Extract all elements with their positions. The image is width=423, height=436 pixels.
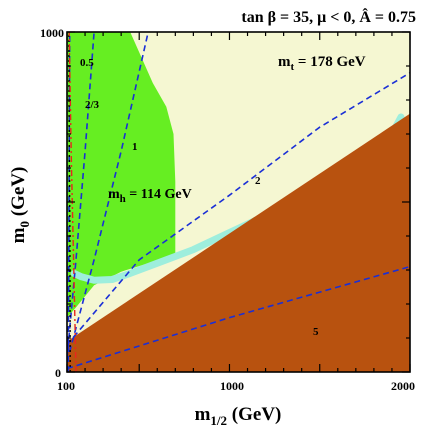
plot-area: [67, 32, 410, 372]
mt-value: = 178 GeV: [294, 54, 366, 70]
axis-ticks: [66, 31, 411, 373]
y-axis-symbol: m: [8, 227, 29, 243]
contour-label-5: 5: [313, 326, 319, 338]
mh-subscript: h: [120, 193, 126, 205]
y-axis-unit: (GeV): [8, 167, 29, 221]
mh-symbol: m: [108, 187, 120, 202]
mt-annotation: mt = 178 GeV: [278, 54, 366, 73]
contour-label-2-3: 2/3: [85, 99, 100, 111]
y-axis-subscript: 0: [17, 221, 32, 228]
dashed-contour-3: [67, 72, 410, 346]
contour-label-2: 2: [255, 175, 261, 187]
contour-label-0-5: 0.5: [80, 57, 94, 69]
x-axis-unit: (GeV): [227, 404, 281, 425]
mh-annotation: mh = 114 GeV: [108, 187, 192, 205]
mh-value: = 114 GeV: [126, 187, 192, 202]
x-tick-2000: 2000: [391, 379, 415, 393]
dashed-contour-1: [67, 32, 95, 359]
x-tick-100: 100: [57, 379, 75, 393]
y-axis-title: m0 (GeV): [8, 167, 32, 244]
y-tick-0: 0: [55, 366, 61, 380]
x-axis-title: m1/2 (GeV): [195, 404, 282, 428]
red-dotdash-contour: [68, 32, 77, 372]
y-tick-1000: 1000: [40, 26, 64, 40]
dashed-contour-4: [67, 265, 410, 370]
brown-region: [67, 113, 410, 372]
mt-symbol: m: [278, 54, 291, 70]
mt-subscript: t: [291, 61, 295, 73]
contour-label-1: 1: [132, 141, 138, 153]
chart-title: tan β = 35, μ < 0, Â = 0.75: [241, 7, 416, 26]
x-axis-subscript: 1/2: [210, 413, 227, 428]
x-tick-1000: 1000: [220, 379, 244, 393]
x-axis-symbol: m: [195, 404, 211, 425]
green-region: [67, 32, 176, 318]
dashed-contour-2: [67, 32, 149, 363]
